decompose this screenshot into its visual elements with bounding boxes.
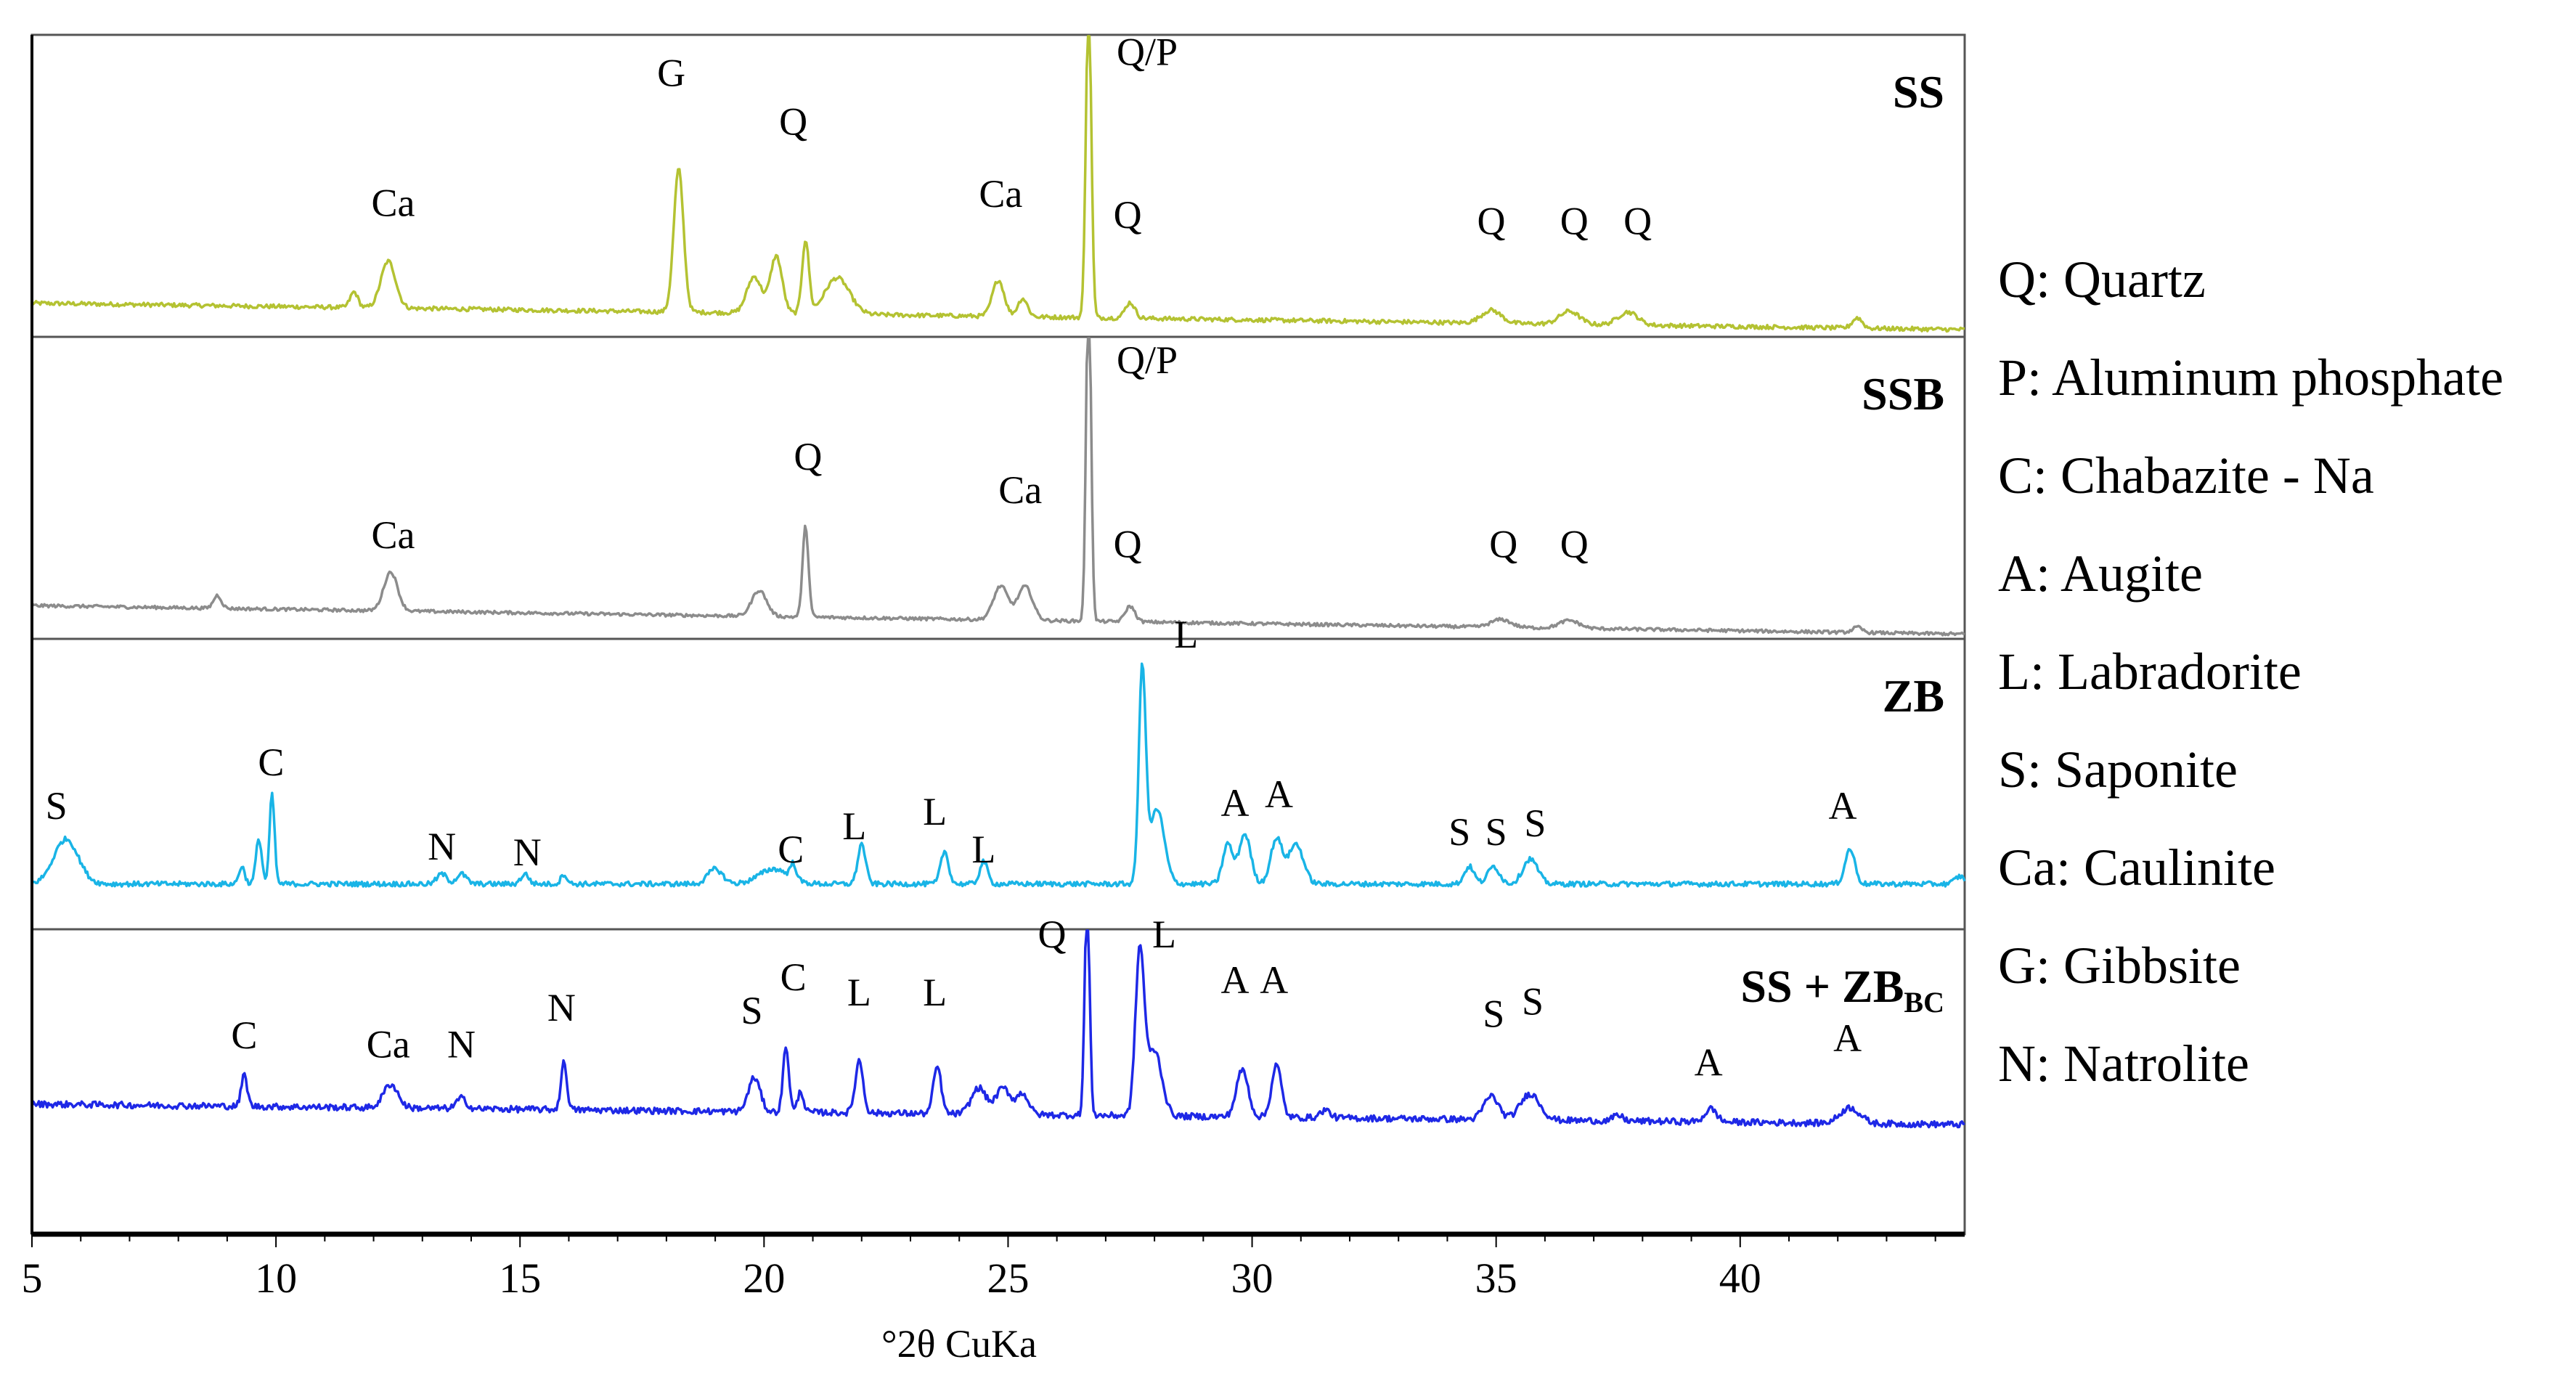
peak-label: L: [847, 971, 871, 1014]
peak-label: S: [1483, 992, 1504, 1035]
peak-label: Q: [1560, 200, 1589, 243]
x-tick-label: 40: [1719, 1255, 1761, 1302]
peak-label: S: [1524, 801, 1546, 845]
legend-entry-caulinite: Ca: Caulinite: [1998, 839, 2275, 897]
diffraction-trace: [30, 929, 1965, 1129]
panel-label: SS: [1893, 66, 1944, 118]
legend-entry-aluminum-phosphate: P: Aluminum phosphate: [1998, 348, 2504, 407]
peak-label: S: [1522, 980, 1544, 1024]
legend-entry-augite: A: Augite: [1998, 544, 2203, 603]
peak-label: Q: [1623, 200, 1652, 243]
x-tick-label: 30: [1231, 1255, 1273, 1302]
peak-label: L: [923, 790, 947, 833]
peak-label: Q: [779, 99, 807, 143]
diffraction-trace: [31, 662, 1966, 888]
peak-label: N: [513, 831, 542, 874]
peak-label: Q: [1038, 913, 1066, 956]
legend-entry-chabazite: C: Chabazite - Na: [1998, 446, 2374, 505]
peak-label: A: [1695, 1041, 1723, 1085]
panel-label: ZB: [1883, 670, 1944, 722]
peak-label: L: [1152, 913, 1176, 956]
x-tick-label: 10: [255, 1255, 297, 1302]
peak-label: Q: [1560, 523, 1589, 566]
peak-label: C: [778, 828, 804, 871]
diffraction-trace: [30, 35, 1965, 333]
peak-label: S: [46, 784, 68, 828]
legend-entry-gibbsite: G: Gibbsite: [1998, 937, 2241, 995]
x-tick-label: 25: [987, 1255, 1029, 1302]
mineral-legend: Q: Quartz P: Aluminum phosphate C: Chaba…: [1998, 231, 2503, 1113]
peak-label: C: [780, 955, 807, 999]
legend-entry-quartz: Q: Quartz: [1998, 250, 2206, 309]
peak-label: L: [842, 804, 866, 848]
peak-label: Ca: [367, 1022, 410, 1066]
peak-label: Q/P: [1117, 338, 1178, 382]
peak-label: L: [1174, 613, 1198, 656]
x-tick-label: 5: [22, 1255, 43, 1302]
peak-label: N: [428, 825, 456, 868]
x-axis: 5 10 15 20 25 30 35 40: [22, 35, 1965, 1302]
peak-label: Q: [1114, 193, 1142, 237]
x-tick-label: 20: [743, 1255, 785, 1302]
panel-label: SS + ZBBC: [1740, 960, 1944, 1019]
legend-entry-saponite: S: Saponite: [1998, 741, 2238, 799]
peak-label: A: [1221, 781, 1250, 825]
peak-label: L: [923, 971, 947, 1014]
peak-label: C: [258, 741, 284, 784]
x-tick-label: 35: [1475, 1255, 1517, 1302]
peak-label: L: [971, 828, 995, 871]
diffraction-trace: [30, 337, 1965, 637]
peak-label: Q/P: [1117, 30, 1178, 74]
peak-label: S: [741, 989, 763, 1032]
peak-label: Q: [1114, 523, 1142, 566]
peak-label: G: [657, 52, 685, 95]
peak-label: C: [231, 1013, 257, 1057]
x-axis-label: °2θ CuKa: [881, 1322, 1037, 1366]
peak-label: Q: [1489, 523, 1517, 566]
x-tick-label: 15: [499, 1255, 541, 1302]
peak-label: Ca: [371, 513, 415, 557]
peak-label: N: [547, 986, 576, 1029]
peak-label: S: [1485, 810, 1507, 854]
peak-label: A: [1260, 958, 1288, 1002]
peak-label: N: [447, 1022, 476, 1066]
peak-label: Q: [1477, 200, 1505, 243]
peak-label: Ca: [979, 172, 1022, 216]
peak-label: S: [1448, 810, 1470, 854]
panel-frame: [30, 928, 1966, 1236]
peak-label: Ca: [371, 181, 415, 225]
peak-label: A: [1828, 784, 1856, 828]
peak-label: A: [1265, 772, 1293, 816]
peak-label: Ca: [998, 468, 1042, 512]
legend-entry-natrolite: N: Natrolite: [1998, 1035, 2249, 1093]
peak-label: Q: [794, 435, 822, 478]
panel-label: SSB: [1862, 368, 1944, 420]
panel-label-subscript: BC: [1904, 986, 1944, 1019]
legend-entry-labradorite: L: Labradorite: [1998, 643, 2302, 701]
peak-label: A: [1221, 958, 1250, 1002]
peak-label: A: [1833, 1016, 1862, 1060]
